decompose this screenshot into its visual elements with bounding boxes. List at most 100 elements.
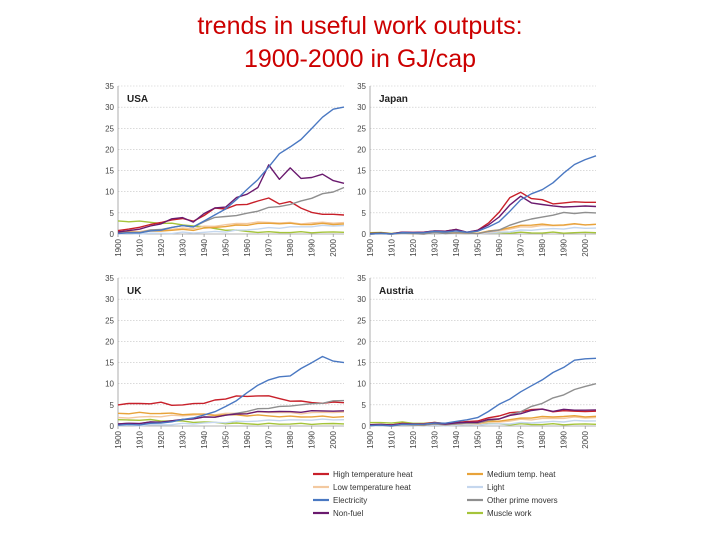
y-tick-label: 20 bbox=[357, 145, 366, 154]
series-non-fuel bbox=[369, 195, 597, 235]
y-tick-label: 25 bbox=[105, 316, 114, 325]
panel-usa: 0 5 10 15 20 25 30 35 1900 1910 1920 1930 1940 1950 19… bbox=[105, 82, 345, 257]
x-tick-label: 1980 bbox=[538, 238, 547, 256]
x-tick-label: 1920 bbox=[157, 238, 166, 256]
x-tick-label: 1970 bbox=[517, 430, 526, 448]
y-tick-label: 10 bbox=[105, 380, 114, 389]
x-tick-label: 1960 bbox=[495, 430, 504, 448]
x-tick-label: 1920 bbox=[409, 238, 418, 256]
x-tick-label: 1980 bbox=[286, 238, 295, 256]
x-tick-label: 1980 bbox=[286, 430, 295, 448]
y-tick-label: 5 bbox=[362, 209, 367, 218]
panel-title: Austria bbox=[379, 286, 414, 297]
legend-label: Low temperature heat bbox=[333, 483, 412, 492]
x-tick-label: 1920 bbox=[157, 430, 166, 448]
series-electricity bbox=[117, 106, 345, 235]
y-tick-label: 10 bbox=[357, 380, 366, 389]
series-other-prime-movers bbox=[369, 211, 597, 235]
x-tick-label: 2000 bbox=[329, 430, 338, 448]
panel-japan: 0 5 10 15 20 25 30 35 1900 1910 1920 1930 1940 1950 19… bbox=[357, 82, 597, 257]
series-other-prime-movers bbox=[117, 186, 345, 234]
y-tick-label: 35 bbox=[357, 82, 366, 91]
x-tick-label: 1950 bbox=[222, 430, 231, 448]
panel-title: Japan bbox=[379, 94, 408, 105]
x-tick-label: 1970 bbox=[265, 238, 274, 256]
series-light bbox=[117, 418, 345, 427]
y-tick-label: 25 bbox=[357, 316, 366, 325]
y-tick-label: 0 bbox=[110, 422, 115, 431]
x-tick-label: 1910 bbox=[136, 430, 145, 448]
y-tick-label: 20 bbox=[105, 337, 114, 346]
title-line-1: trends in useful work outputs: bbox=[197, 12, 523, 40]
y-tick-label: 30 bbox=[105, 103, 114, 112]
x-tick-label: 1910 bbox=[388, 430, 397, 448]
x-tick-label: 1930 bbox=[179, 238, 188, 256]
x-tick-label: 1950 bbox=[474, 430, 483, 448]
series-electricity bbox=[369, 357, 597, 427]
series-electricity bbox=[369, 155, 597, 235]
x-tick-label: 1950 bbox=[474, 238, 483, 256]
x-tick-label: 1910 bbox=[136, 238, 145, 256]
x-tick-label: 1960 bbox=[243, 430, 252, 448]
panel-title: UK bbox=[127, 286, 142, 297]
x-tick-label: 1930 bbox=[179, 430, 188, 448]
series-non-fuel bbox=[117, 410, 345, 425]
x-tick-label: 1980 bbox=[538, 430, 547, 448]
legend-label: Light bbox=[487, 483, 505, 492]
legend-label: Medium temp. heat bbox=[487, 470, 556, 479]
y-tick-label: 25 bbox=[357, 124, 366, 133]
y-tick-label: 0 bbox=[362, 230, 367, 239]
y-tick-label: 20 bbox=[105, 145, 114, 154]
y-tick-label: 30 bbox=[357, 103, 366, 112]
y-tick-label: 15 bbox=[105, 359, 114, 368]
series-non-fuel bbox=[117, 164, 345, 233]
y-tick-label: 35 bbox=[357, 274, 366, 283]
legend: High temperature heat Medium temp. heat Lo… bbox=[313, 470, 558, 518]
series-low-temperature-heat bbox=[117, 411, 345, 419]
x-tick-label: 1900 bbox=[114, 430, 123, 448]
x-tick-label: 1960 bbox=[243, 238, 252, 256]
legend-label: Muscle work bbox=[487, 509, 532, 518]
x-tick-label: 1930 bbox=[431, 430, 440, 448]
y-tick-label: 10 bbox=[357, 188, 366, 197]
y-tick-label: 0 bbox=[110, 230, 115, 239]
x-tick-label: 1940 bbox=[200, 238, 209, 256]
x-tick-label: 1970 bbox=[265, 430, 274, 448]
legend-label: Other prime movers bbox=[487, 496, 558, 505]
y-tick-label: 10 bbox=[105, 188, 114, 197]
series-high-temperature-heat bbox=[117, 197, 345, 232]
y-tick-label: 5 bbox=[110, 401, 115, 410]
legend-label: High temperature heat bbox=[333, 470, 413, 479]
y-tick-label: 20 bbox=[357, 337, 366, 346]
panel-uk: 0 5 10 15 20 25 30 35 1900 1910 1920 1930 1940 1950 19… bbox=[105, 274, 345, 449]
y-tick-label: 5 bbox=[362, 401, 367, 410]
slide-title: trends in useful work outputs: 1900-2000… bbox=[0, 10, 720, 76]
x-tick-label: 1960 bbox=[495, 238, 504, 256]
x-tick-label: 1900 bbox=[114, 238, 123, 256]
x-tick-label: 2000 bbox=[581, 430, 590, 448]
x-tick-label: 1990 bbox=[308, 430, 317, 448]
series-muscle-work bbox=[117, 418, 345, 426]
x-tick-label: 2000 bbox=[329, 238, 338, 256]
x-tick-label: 2000 bbox=[581, 238, 590, 256]
x-tick-label: 1940 bbox=[200, 430, 209, 448]
y-tick-label: 30 bbox=[105, 295, 114, 304]
legend-label: Non-fuel bbox=[333, 509, 363, 518]
y-tick-label: 25 bbox=[105, 124, 114, 133]
series-light bbox=[117, 224, 345, 235]
y-tick-label: 35 bbox=[105, 82, 114, 91]
x-tick-label: 1900 bbox=[366, 238, 375, 256]
y-tick-label: 5 bbox=[110, 209, 115, 218]
x-tick-label: 1930 bbox=[431, 238, 440, 256]
x-tick-label: 1990 bbox=[560, 430, 569, 448]
x-tick-label: 1990 bbox=[560, 238, 569, 256]
x-tick-label: 1990 bbox=[308, 238, 317, 256]
panel-title: USA bbox=[127, 94, 148, 105]
x-tick-label: 1950 bbox=[222, 238, 231, 256]
y-tick-label: 0 bbox=[362, 422, 367, 431]
y-tick-label: 15 bbox=[105, 167, 114, 176]
y-tick-label: 35 bbox=[105, 274, 114, 283]
y-tick-label: 15 bbox=[357, 359, 366, 368]
y-tick-label: 30 bbox=[357, 295, 366, 304]
